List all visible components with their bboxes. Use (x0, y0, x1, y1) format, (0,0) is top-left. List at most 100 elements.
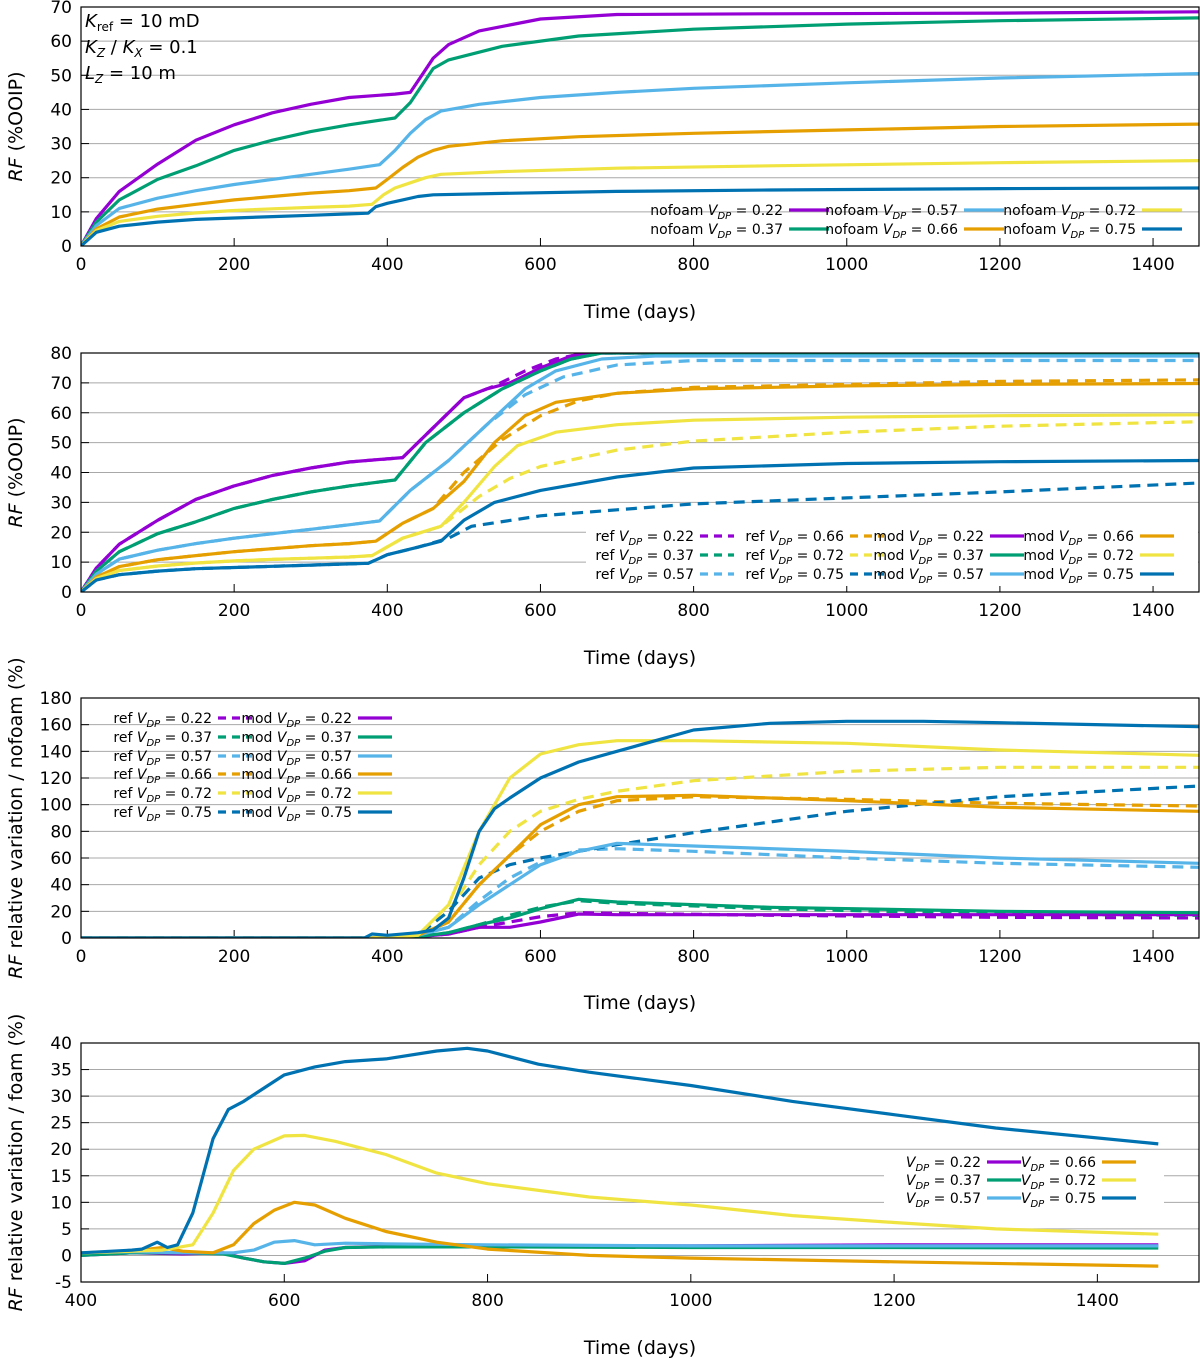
series-line-v-dp-0-72 (81, 1133, 1159, 1255)
y-tick-label: 0 (61, 583, 72, 603)
series-line-nofoam-v-dp-0-75 (81, 186, 1199, 246)
x-axis-label: Time (days) (583, 992, 696, 1014)
y-tick-label: 20 (50, 1140, 72, 1160)
legend-label: mod VDP = 0.66 (1023, 529, 1134, 548)
plot-frame (80, 352, 1200, 593)
series-line-mod-v-dp-0-75 (81, 458, 1199, 592)
plot-frame (80, 6, 1200, 247)
x-tick-label: 600 (524, 601, 556, 621)
y-tick-label: 70 (50, 374, 72, 394)
x-tick-label: 1000 (825, 601, 868, 621)
series-line-mod-v-dp-0-72 (81, 739, 1199, 938)
x-tick-label: 1000 (825, 255, 868, 275)
legend-label: ref VDP = 0.22 (595, 529, 694, 548)
legend-label: ref VDP = 0.37 (113, 730, 212, 749)
y-axis-label: RF relative variation / foam (%) (5, 1014, 27, 1312)
legend-label: nofoam VDP = 0.22 (650, 203, 783, 222)
series-line-mod-v-dp-0-57 (81, 354, 1199, 592)
plot-frame (80, 1042, 1200, 1283)
y-tick-label: 0 (61, 929, 72, 949)
y-axis-label: RF relative variation / nofoam (%) (5, 657, 27, 978)
series-line-ref-v-dp-0-72 (81, 765, 1199, 938)
annotation-kref: Kref = 10 mD (85, 11, 200, 34)
x-tick-label: 800 (471, 1291, 503, 1311)
series-line-v-dp-0-75 (81, 1046, 1159, 1255)
x-tick-label: 1000 (669, 1291, 712, 1311)
chart-panel-1: 0 10 20 30 40 50 60 70 0 200 400 600 800 1000 1200 1400… (5, 0, 1200, 323)
legend-label: ref VDP = 0.72 (113, 786, 212, 805)
legend-label: ref VDP = 0.57 (595, 567, 694, 586)
legend-label: mod VDP = 0.72 (241, 786, 352, 805)
x-tick-label: 200 (218, 255, 250, 275)
legend-label: mod VDP = 0.22 (873, 529, 984, 548)
parameter-annotation: Kref = 10 mD KZ / KX = 0.1 LZ = 10 m (85, 11, 200, 86)
legend-label: ref VDP = 0.57 (113, 749, 212, 768)
x-tick-label: 200 (218, 947, 250, 967)
y-tick-label: 20 (50, 902, 72, 922)
legend-label: ref VDP = 0.22 (113, 711, 212, 730)
series-line-nofoam-v-dp-0-22 (81, 10, 1199, 246)
y-tick-label: 80 (50, 344, 72, 364)
x-tick-label: 1000 (825, 947, 868, 967)
y-tick-label: 30 (50, 1087, 72, 1107)
y-tick-label: 140 (40, 742, 72, 762)
series-line-nofoam-v-dp-0-72 (81, 159, 1199, 246)
x-tick-label: 1200 (978, 947, 1021, 967)
legend-label: mod VDP = 0.75 (1023, 567, 1134, 586)
series-line-mod-v-dp-0-37 (81, 353, 1199, 592)
x-tick-label: 600 (524, 255, 556, 275)
x-axis-label: Time (days) (583, 1337, 696, 1359)
x-tick-label: 800 (677, 601, 709, 621)
legend-label: mod VDP = 0.72 (1023, 548, 1134, 567)
x-tick-label: 1400 (1076, 1291, 1119, 1311)
y-tick-label: 60 (50, 849, 72, 869)
x-tick-label: 800 (677, 947, 709, 967)
chart-panel-3: 0 20 40 60 80 100 120 140 160 180 0 200 400 600 800 100… (5, 657, 1200, 1014)
series-line-mod-v-dp-0-75 (81, 719, 1199, 938)
legend-label: mod VDP = 0.37 (241, 730, 352, 749)
y-tick-label: 30 (50, 135, 72, 155)
y-tick-label: 20 (50, 169, 72, 189)
series-line-nofoam-v-dp-0-37 (81, 16, 1199, 246)
x-tick-label: 200 (218, 601, 250, 621)
legend-label: VDP = 0.57 (906, 1191, 981, 1210)
y-axis-label: RF (%OOIP) (5, 71, 27, 181)
chart-panel-4: -5 0 5 10 15 20 25 30 35 40 400 600 800 1000 1200 1400 T… (5, 1014, 1200, 1359)
plot-frame (80, 697, 1200, 939)
legend-label: VDP = 0.75 (1021, 1191, 1096, 1210)
series-line-v-dp-0-66 (81, 1200, 1159, 1268)
legend-label: nofoam VDP = 0.57 (825, 203, 958, 222)
x-tick-label: 1200 (872, 1291, 915, 1311)
legend-label: VDP = 0.22 (906, 1155, 981, 1174)
y-tick-label: 10 (50, 1193, 72, 1213)
y-tick-label: 40 (50, 876, 72, 896)
series-line-mod-v-dp-0-22 (81, 353, 1199, 592)
y-tick-label: 15 (50, 1167, 72, 1187)
y-tick-label: 70 (50, 0, 72, 18)
y-tick-label: 0 (61, 237, 72, 257)
x-tick-label: 0 (76, 255, 87, 275)
x-tick-label: 1400 (1131, 255, 1174, 275)
y-tick-label: 35 (50, 1061, 72, 1081)
x-tick-label: 1200 (978, 255, 1021, 275)
legend-label: VDP = 0.66 (1021, 1155, 1096, 1174)
legend-label: ref VDP = 0.37 (595, 548, 694, 567)
y-tick-label: 120 (40, 769, 72, 789)
x-tick-label: 1400 (1131, 947, 1174, 967)
y-tick-label: 20 (50, 523, 72, 543)
x-tick-label: 600 (268, 1291, 300, 1311)
x-axis-label: Time (days) (583, 647, 696, 669)
y-tick-label: -5 (55, 1273, 72, 1293)
y-tick-label: 60 (50, 32, 72, 52)
y-tick-label: 10 (50, 203, 72, 223)
y-tick-label: 25 (50, 1114, 72, 1134)
legend-label: mod VDP = 0.66 (241, 767, 352, 786)
series-line-mod-v-dp-0-72 (81, 413, 1199, 592)
legend-label: mod VDP = 0.57 (241, 749, 352, 768)
y-tick-label: 30 (50, 493, 72, 513)
x-tick-label: 400 (371, 601, 403, 621)
legend-label: ref VDP = 0.72 (745, 548, 844, 567)
